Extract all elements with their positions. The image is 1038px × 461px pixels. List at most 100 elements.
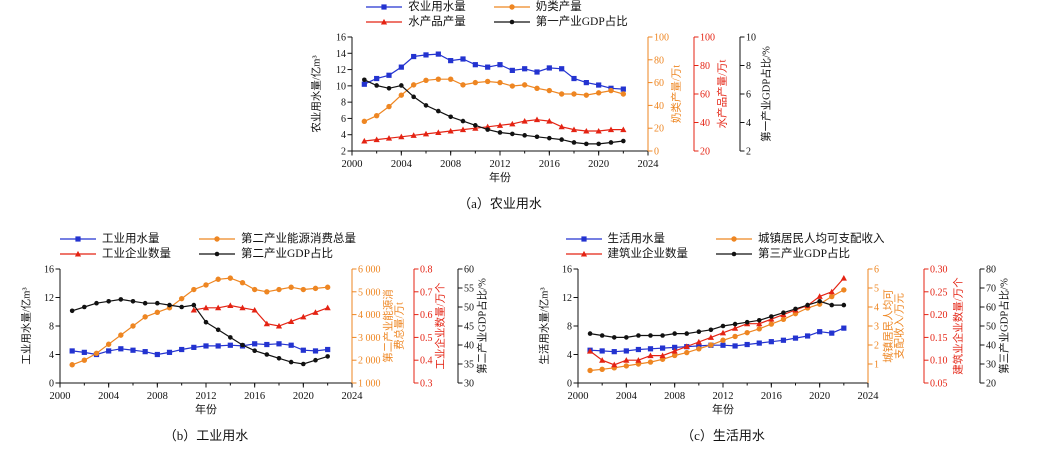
svg-text:2024: 2024: [638, 159, 660, 170]
svg-text:3: 3: [874, 322, 879, 333]
legend-marker-circle-icon: [716, 236, 752, 242]
svg-text:工业用水量/亿m³: 工业用水量/亿m³: [20, 287, 33, 364]
svg-text:0.25: 0.25: [930, 287, 948, 298]
x-axis: 2000 2004 2008 2012 2016 2020 2024 年份: [568, 382, 880, 416]
legend-label: 工业用水量: [102, 233, 160, 245]
svg-text:2012: 2012: [490, 159, 511, 170]
series-0: [361, 51, 626, 92]
legend-label: 建筑业企业数量: [607, 248, 689, 260]
svg-text:8: 8: [746, 61, 751, 72]
svg-text:1 000: 1 000: [358, 379, 381, 390]
svg-text:0.15: 0.15: [930, 333, 948, 344]
svg-text:2004: 2004: [98, 391, 120, 402]
legend-label: 第二产业能源消费总量: [241, 233, 356, 245]
svg-text:2024: 2024: [858, 391, 880, 402]
series-1: [361, 76, 627, 125]
chart-domestic-water: 生活用水量 城镇居民人均可支配收入 建筑业企业数量 第三产业GDP占比 2000 200…: [520, 232, 1038, 444]
svg-text:0.7: 0.7: [420, 287, 433, 298]
svg-text:30: 30: [464, 379, 474, 390]
svg-text:2: 2: [341, 147, 346, 158]
svg-text:45: 45: [464, 322, 474, 333]
legend-marker-dot-icon: [493, 19, 530, 25]
svg-text:费总量/万t: 费总量/万t: [393, 302, 406, 350]
legend-agricultural: 农业用水量 奶类产量 水产品产量 第一产业GDP占比: [264, 0, 728, 29]
svg-text:建筑业企业数量/万个: 建筑业企业数量/万个: [952, 277, 965, 375]
svg-text:年份: 年份: [712, 402, 734, 416]
svg-text:2020: 2020: [588, 159, 609, 170]
series-2: [190, 302, 331, 329]
legend-marker-circle-icon: [493, 4, 530, 10]
left-axis: 0 4 8 12 16 生活用水量/亿m³: [538, 265, 579, 390]
svg-text:4: 4: [874, 303, 879, 314]
svg-text:工业企业数量/万个: 工业企业数量/万个: [434, 282, 447, 369]
svg-text:支配收入/万元: 支配收入/万元: [893, 293, 906, 359]
svg-text:2008: 2008: [147, 391, 168, 402]
svg-text:55: 55: [464, 284, 474, 295]
series-1: [587, 287, 847, 374]
right-axis: 1 000 2 000 3 000 4 000 5 000 6 000 第二产业能源消 费总量…: [351, 265, 406, 390]
legend-marker-square-icon: [565, 236, 602, 242]
svg-text:4 000: 4 000: [358, 310, 381, 321]
svg-text:第一产业GDP占比/%: 第一产业GDP占比/%: [760, 46, 773, 142]
svg-text:2020: 2020: [293, 391, 314, 402]
svg-text:2: 2: [874, 341, 879, 352]
chart-agricultural-water: 农业用水量 奶类产量 水产品产量 第一产业GDP占比 2000 2004 2008 2012…: [264, 0, 786, 212]
svg-text:35: 35: [464, 360, 474, 371]
svg-text:6 000: 6 000: [358, 265, 381, 276]
svg-text:0.5: 0.5: [420, 333, 433, 344]
series-2: [361, 116, 627, 144]
svg-text:农业用水量/亿m³: 农业用水量/亿m³: [310, 55, 323, 132]
svg-text:60: 60: [986, 303, 996, 314]
svg-text:2016: 2016: [244, 391, 265, 402]
svg-text:第二产业GDP占比/%: 第二产业GDP占比/%: [476, 278, 489, 374]
svg-text:100: 100: [654, 33, 669, 44]
svg-text:14: 14: [336, 49, 346, 60]
svg-text:30: 30: [986, 360, 996, 371]
svg-text:2004: 2004: [391, 159, 413, 170]
svg-text:0.30: 0.30: [930, 265, 948, 276]
svg-text:0.4: 0.4: [420, 356, 433, 367]
legend-item: 工业企业数量: [58, 247, 171, 261]
svg-text:60: 60: [464, 265, 474, 276]
svg-text:60: 60: [700, 90, 710, 101]
svg-text:80: 80: [700, 61, 710, 72]
svg-text:70: 70: [986, 284, 996, 295]
legend-item: 工业用水量: [58, 232, 171, 246]
svg-text:2012: 2012: [713, 391, 734, 402]
svg-text:第二产业能源消: 第二产业能源消: [382, 289, 395, 363]
legend-marker-dot-icon: [199, 251, 235, 257]
svg-text:20: 20: [654, 124, 664, 135]
legend-marker-triangle-icon: [366, 18, 403, 25]
svg-text:40: 40: [464, 341, 474, 352]
svg-text:年份: 年份: [195, 402, 217, 416]
svg-text:0: 0: [567, 379, 572, 390]
svg-text:2020: 2020: [809, 391, 830, 402]
caption-agricultural: （a）农业用水: [458, 196, 542, 211]
svg-text:4: 4: [49, 350, 54, 361]
svg-text:4: 4: [746, 118, 751, 129]
svg-text:生活用水量/亿m³: 生活用水量/亿m³: [538, 287, 551, 364]
svg-text:40: 40: [654, 101, 664, 112]
svg-text:2000: 2000: [342, 159, 363, 170]
svg-text:2008: 2008: [664, 391, 685, 402]
series-1: [69, 275, 331, 368]
svg-text:城镇居民人均可: 城镇居民人均可: [882, 289, 895, 363]
legend-item: 城镇居民人均可支配收入: [714, 232, 885, 246]
svg-text:50: 50: [464, 303, 474, 314]
legend-label: 生活用水量: [607, 233, 666, 245]
right-axis: 2 4 6 8 10 第一产业GDP占比/%: [739, 33, 773, 158]
legend-label: 水产品产量: [408, 16, 466, 28]
svg-text:0.8: 0.8: [420, 265, 433, 276]
svg-text:1: 1: [874, 360, 879, 371]
svg-text:0.10: 0.10: [930, 356, 948, 367]
series-3: [362, 77, 626, 147]
svg-text:12: 12: [336, 65, 346, 76]
svg-text:8: 8: [567, 322, 572, 333]
svg-text:0.6: 0.6: [420, 310, 433, 321]
right-axis: 20 40 60 80 100 水产品产量/万t: [693, 33, 729, 158]
legend-item: 农业用水量: [364, 0, 466, 14]
legend-item: 水产品产量: [364, 15, 466, 29]
legend-item: 奶类产量: [492, 0, 628, 14]
legend-label: 城镇居民人均可支配收入: [758, 233, 885, 245]
